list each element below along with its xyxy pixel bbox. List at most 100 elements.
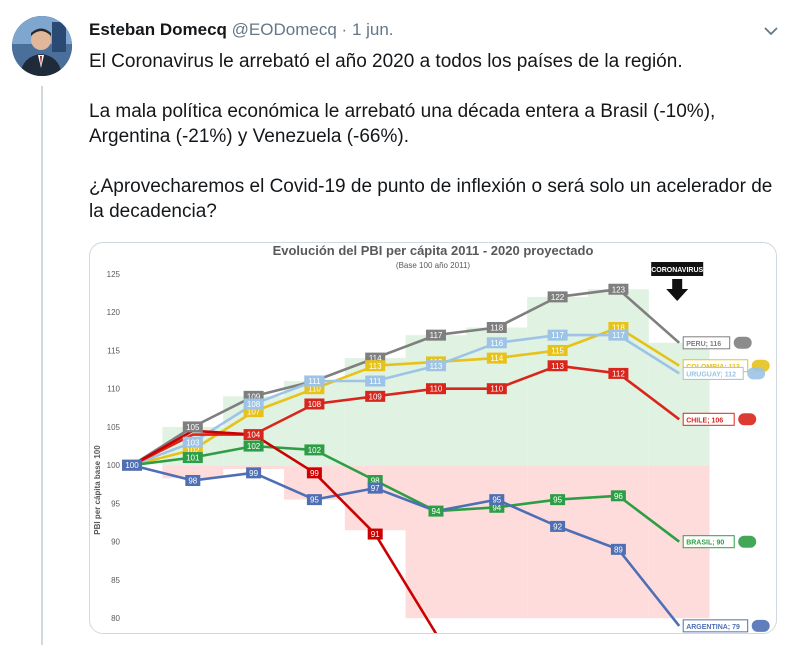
loss-band	[344, 465, 406, 531]
gain-band	[405, 335, 467, 466]
series-line-brasil	[131, 444, 680, 543]
data-label: 99	[310, 469, 319, 478]
gain-band	[527, 296, 588, 466]
data-label-box	[182, 444, 203, 456]
data-label-box	[365, 375, 386, 387]
data-label-box	[486, 337, 507, 349]
data-label-box	[367, 528, 383, 540]
data-label-box	[550, 494, 566, 506]
data-label: 98	[188, 477, 197, 486]
data-label-box	[428, 505, 444, 517]
data-label-box	[547, 329, 568, 341]
series-end-label-box	[682, 366, 744, 380]
data-label-box	[304, 398, 325, 410]
loss-band	[466, 465, 528, 619]
data-label-box	[547, 360, 568, 372]
chart-subtitle: (Base 100 año 2011)	[396, 261, 470, 270]
data-label: 109	[369, 392, 383, 401]
data-label: 104	[247, 431, 261, 440]
y-tick-label: 120	[107, 308, 121, 317]
data-label: 108	[308, 400, 322, 409]
data-label-box	[367, 482, 383, 494]
series-end-label-box	[682, 619, 749, 633]
y-tick-label: 125	[107, 270, 121, 279]
data-label: 114	[490, 354, 503, 363]
annotation-label: CORONAVIRUS	[651, 267, 703, 274]
data-label: 102	[247, 442, 261, 451]
data-label: 97	[371, 484, 380, 493]
data-label-box	[610, 490, 626, 502]
data-label: 99	[249, 469, 258, 478]
data-label: 100	[125, 461, 139, 470]
thread-line	[41, 86, 43, 645]
data-label: 110	[490, 385, 503, 394]
series-end-label: PERU; 116	[686, 341, 721, 348]
y-tick-label: 105	[107, 423, 121, 432]
loss-band	[223, 465, 284, 470]
tweet-media-chart[interactable]: 80 85 90 95 100 105 110 115 120 125 Evolución del…	[89, 242, 777, 634]
series-line-chile	[131, 364, 680, 467]
tweet-date[interactable]: 1 jun.	[351, 20, 394, 39]
data-label: 117	[551, 331, 564, 340]
series-line-argentina	[131, 463, 681, 627]
data-label-box	[486, 383, 507, 395]
data-label: 109	[247, 392, 261, 401]
data-label-box	[547, 291, 568, 303]
data-label: 95	[553, 496, 562, 505]
tweet-paragraph: El Coronavirus le arrebató el año 2020 a…	[89, 51, 683, 72]
tweet-paragraph: La mala política económica le arrebató u…	[89, 101, 716, 147]
data-label: 95	[492, 496, 501, 505]
data-label: 111	[369, 377, 382, 386]
data-label-box	[489, 501, 505, 513]
y-tick-label: 90	[111, 538, 120, 547]
data-label: 107	[247, 408, 261, 417]
data-label-box	[426, 383, 446, 395]
data-label: 105	[186, 423, 200, 432]
tweet-paragraph: ¿Aprovecharemos el Covid-19 de punto de …	[89, 176, 773, 222]
data-label: 113	[430, 362, 443, 371]
data-label: 112	[612, 369, 625, 378]
series-line-colombia	[131, 326, 680, 467]
data-label: 92	[553, 522, 562, 531]
data-label-box	[367, 475, 383, 486]
data-label: 117	[612, 331, 625, 340]
y-axis-label: PBI per cápita base 100	[93, 445, 102, 535]
data-label-box	[243, 398, 264, 410]
loss-band	[162, 465, 224, 479]
tweet-text: El Coronavirus le arrebató el año 2020 a…	[89, 49, 779, 249]
data-label-box	[243, 429, 264, 441]
tweet-header: Esteban Domecq @EODomecq · 1 jun.	[89, 19, 394, 41]
series-line-venezuela	[131, 429, 438, 633]
author-handle[interactable]: @EODomecq	[231, 20, 337, 39]
data-label: 122	[551, 293, 565, 302]
data-label: 123	[612, 285, 626, 294]
y-tick-label: 115	[107, 346, 120, 355]
data-label: 94	[432, 507, 441, 516]
author-name[interactable]: Esteban Domecq	[89, 20, 227, 39]
series-end-label: BRASIL; 90	[686, 540, 724, 547]
data-label-box	[550, 520, 566, 532]
data-label: 117	[430, 331, 443, 340]
y-tick-label: 110	[107, 385, 120, 394]
data-label-box	[610, 543, 626, 555]
data-label-box	[246, 467, 262, 479]
data-label-box	[365, 352, 386, 364]
chart-title: Evolución del PBI per cápita 2011 - 2020…	[273, 243, 594, 258]
data-label-box	[304, 375, 325, 387]
data-label: 103	[186, 438, 200, 447]
avatar[interactable]	[12, 16, 72, 76]
data-label: 110	[430, 385, 443, 394]
data-label-box	[486, 352, 507, 364]
data-label: 113	[551, 362, 564, 371]
data-label-box	[122, 459, 142, 471]
series-end-label: URUGUAY; 112	[686, 371, 736, 378]
data-label: 113	[369, 362, 382, 371]
y-tick-label: 80	[111, 614, 120, 623]
data-label-box	[243, 440, 264, 452]
data-label-box	[243, 390, 264, 402]
data-label: 91	[371, 530, 380, 539]
chevron-down-icon[interactable]	[762, 22, 780, 40]
series-end-label-box	[682, 336, 731, 350]
flag-icon	[733, 336, 752, 349]
data-label-box	[182, 421, 203, 433]
